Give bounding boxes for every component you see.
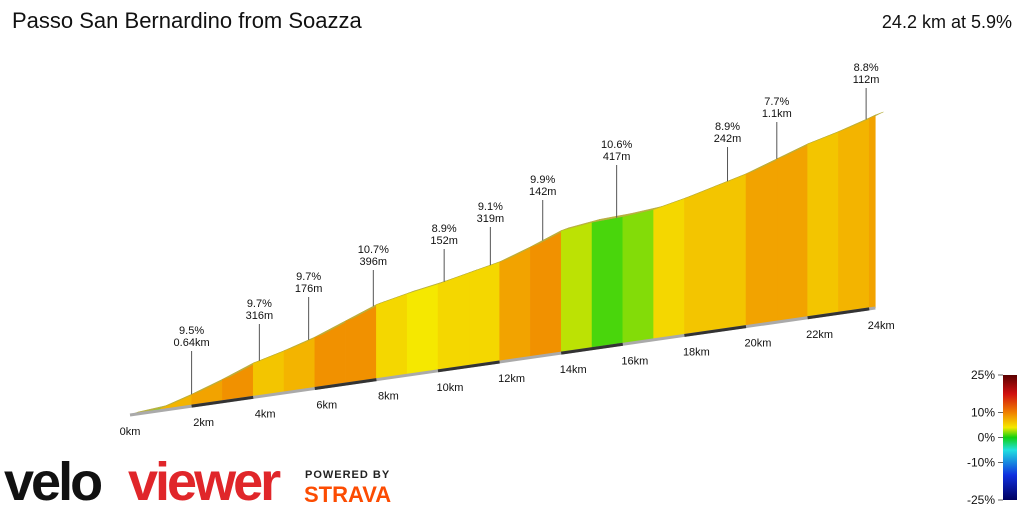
gradient-slice — [838, 117, 870, 314]
annotation-length: 417m — [603, 151, 631, 163]
annotation-length: 242m — [714, 133, 742, 145]
gradient-slice — [252, 350, 285, 398]
x-tick-label: 2km — [193, 417, 214, 429]
colorbar-label: -10% — [967, 456, 995, 470]
colorbar-label: 25% — [971, 368, 995, 382]
annotation-length: 176m — [295, 283, 323, 295]
annotation-length: 1.1km — [762, 108, 792, 120]
x-tick-label: 10km — [437, 382, 464, 394]
tick-mark — [314, 378, 377, 390]
gradient-slice — [868, 114, 876, 310]
annotation-length: 319m — [477, 213, 505, 225]
annotation-length: 0.64km — [174, 337, 210, 349]
annotation-gradient: 7.7% — [764, 96, 789, 108]
annotation-gradient: 9.5% — [179, 325, 204, 337]
gradient-slice — [622, 209, 654, 345]
annotation-gradient: 10.7% — [358, 244, 389, 256]
annotation-length: 396m — [360, 256, 388, 268]
gradient-slice — [314, 320, 346, 389]
x-tick-label: 18km — [683, 346, 710, 358]
annotation-length: 152m — [430, 235, 458, 247]
gradient-slice — [437, 272, 470, 372]
x-tick-label: 14km — [560, 364, 587, 376]
annotation-gradient: 9.7% — [296, 271, 321, 283]
colorbar-label: 10% — [971, 406, 995, 420]
gradient-slice — [653, 198, 685, 341]
chart-title: Passo San Bernardino from Soazza — [12, 8, 363, 33]
annotation-gradient: 8.8% — [854, 62, 879, 74]
summary: 24.2 km at 5.9% — [882, 12, 1012, 32]
x-tick-label: 20km — [745, 338, 772, 350]
annotation-gradient: 9.9% — [530, 174, 555, 186]
annotation-gradient: 9.7% — [247, 298, 272, 310]
powered-by: POWERED BY — [305, 469, 390, 481]
gradient-slice — [714, 173, 747, 332]
gradient-slice — [776, 143, 808, 323]
base-line — [129, 306, 876, 417]
annotation-gradient: 9.1% — [478, 201, 503, 213]
logo-velo: velo — [4, 452, 101, 512]
annotation-gradient: 10.6% — [601, 139, 632, 151]
annotation-length: 142m — [529, 186, 557, 198]
x-tick-label: 12km — [498, 373, 525, 385]
gradient-slice — [376, 293, 408, 380]
tick-mark — [191, 395, 254, 408]
tick-mark — [807, 307, 870, 320]
x-tick-label: 16km — [621, 355, 648, 367]
annotation-gradient: 8.9% — [432, 223, 457, 235]
gradient-slice — [807, 131, 839, 319]
gradient-slice — [345, 304, 377, 385]
x-tick-label: 0km — [120, 426, 141, 438]
strava: STRAVA — [304, 482, 391, 507]
colorbar — [1003, 375, 1017, 500]
annotation-length: 316m — [246, 310, 274, 322]
gradient-slice — [530, 230, 562, 358]
gradient-slice — [745, 158, 778, 327]
x-tick-label: 6km — [316, 399, 337, 411]
annotation-gradient: 8.9% — [715, 121, 740, 133]
gradient-slice — [684, 185, 716, 336]
colorbar-label: -25% — [967, 493, 995, 507]
gradient-slice — [499, 246, 531, 363]
x-tick-label: 8km — [378, 391, 399, 403]
logo-viewer: viewer — [128, 452, 281, 512]
top-strip — [869, 111, 884, 119]
gradient-slice — [283, 336, 316, 394]
gradient-slice — [591, 216, 624, 349]
x-tick-label: 4km — [255, 408, 276, 420]
colorbar-label: 0% — [978, 431, 996, 445]
profile — [129, 111, 884, 417]
tick-mark — [684, 325, 747, 337]
gradient-slice — [406, 283, 439, 376]
gradient-slice — [560, 221, 593, 354]
tick-mark — [437, 360, 500, 373]
x-tick-label: 22km — [806, 329, 833, 341]
x-tick-label: 24km — [868, 320, 895, 332]
tick-mark — [560, 342, 624, 355]
gradient-slice — [222, 362, 254, 403]
annotation-length: 112m — [853, 74, 880, 86]
gradient-slice — [468, 261, 500, 367]
